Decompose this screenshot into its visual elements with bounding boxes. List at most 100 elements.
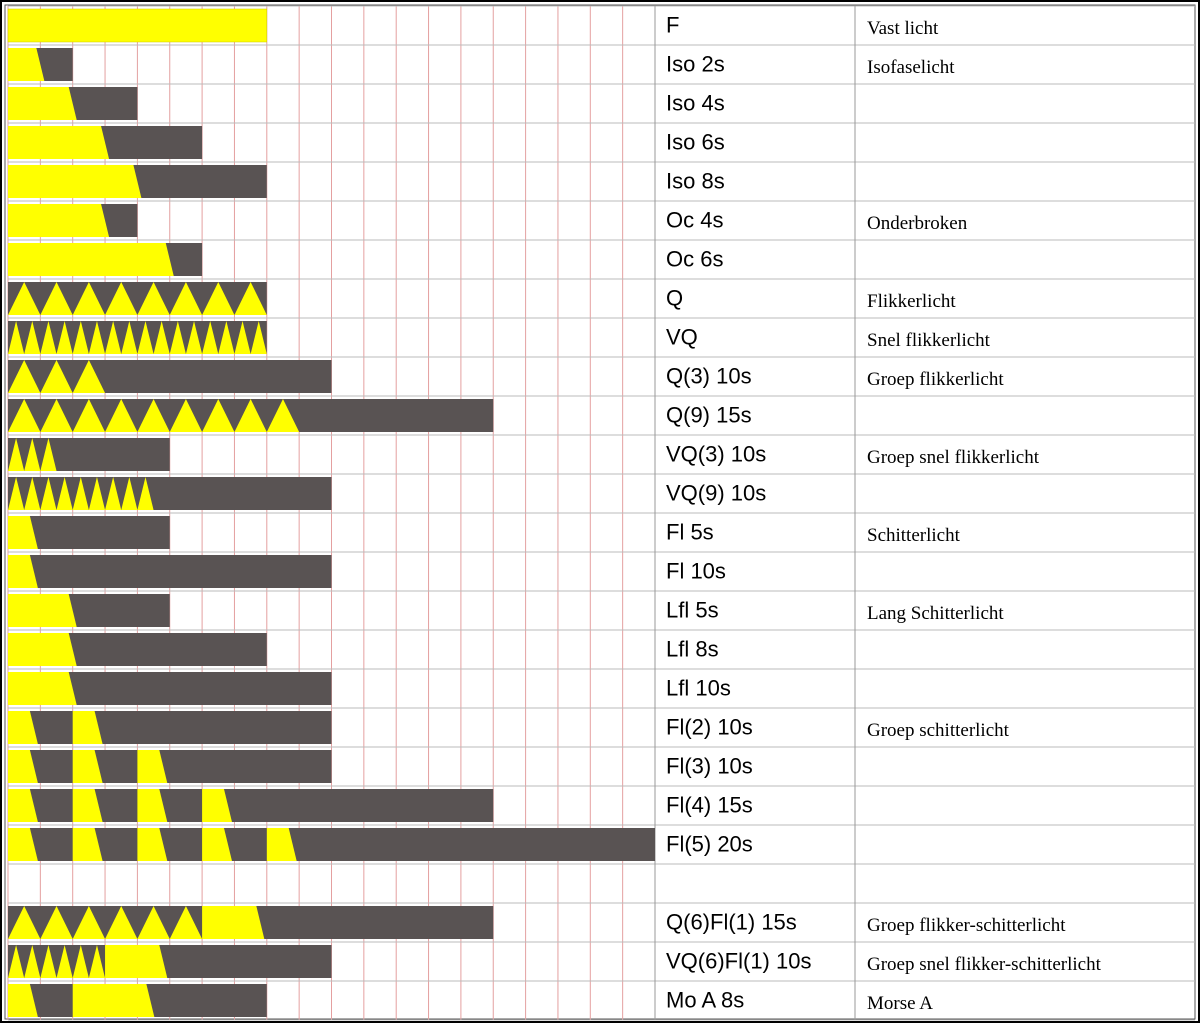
flash-triangle — [24, 945, 41, 978]
flash — [8, 243, 174, 276]
flash — [8, 633, 77, 666]
flash-triangle — [169, 399, 203, 432]
flash — [137, 828, 168, 861]
flash-triangle — [24, 438, 41, 471]
flash — [72, 750, 103, 783]
flash — [72, 828, 103, 861]
flash-triangle — [56, 477, 73, 510]
flash-triangle — [266, 399, 300, 432]
character-label: Q(6)Fl(1) 15s — [666, 909, 797, 934]
flash — [202, 789, 232, 822]
description: Morse A — [867, 993, 933, 1014]
flash-triangle — [72, 906, 106, 939]
flash-triangle — [56, 945, 73, 978]
character-label: Oc 6s — [666, 246, 723, 271]
flash-triangle — [202, 399, 235, 432]
flash — [8, 594, 77, 627]
flash — [8, 750, 38, 783]
flash-triangle — [185, 321, 203, 354]
character-label: Lfl 8s — [666, 636, 719, 661]
flash — [202, 906, 265, 939]
flash-triangle — [105, 906, 138, 939]
flash-triangle — [8, 477, 25, 510]
flash — [8, 984, 38, 1017]
texts: F Vast licht Iso 2s Isofaselicht Iso 4s Iso 6… — [666, 12, 1102, 1014]
character-label: Q(9) 15s — [666, 402, 752, 427]
character-label: F — [666, 12, 679, 37]
character-label: Fl 5s — [666, 519, 714, 544]
flash-triangle — [121, 477, 138, 510]
character-label: Q — [666, 285, 683, 310]
dark-period — [8, 945, 332, 978]
flash-triangle — [24, 477, 41, 510]
character-label: Lfl 5s — [666, 597, 719, 622]
patterns — [7, 8, 655, 1017]
description: Onderbroken — [867, 213, 968, 234]
description: Groep flikkerlicht — [867, 369, 1004, 390]
character-label: Lfl 10s — [666, 675, 731, 700]
flash-triangle — [88, 945, 106, 978]
character-label: VQ(6)Fl(1) 10s — [666, 948, 811, 973]
flash-triangle — [72, 399, 106, 432]
character-label: VQ — [666, 324, 698, 349]
dark-period — [8, 750, 332, 783]
flash-triangle — [72, 477, 89, 510]
flash-triangle — [40, 282, 73, 315]
dark-period — [8, 555, 332, 588]
character-label: Iso 4s — [666, 90, 725, 115]
flash-triangle — [250, 321, 267, 354]
flash-triangle — [72, 360, 106, 393]
flash-triangle — [169, 906, 203, 939]
dark-period — [8, 477, 332, 510]
character-label: VQ(3) 10s — [666, 441, 766, 466]
flash-triangle — [234, 321, 251, 354]
description: Groep snel flikker-schitterlicht — [867, 954, 1102, 975]
description: Schitterlicht — [867, 525, 961, 546]
character-label: Oc 4s — [666, 207, 723, 232]
flash-triangle — [40, 906, 73, 939]
flash-triangle — [40, 477, 57, 510]
flash — [137, 750, 168, 783]
flash-triangle — [88, 321, 106, 354]
flash-triangle — [8, 399, 41, 432]
flash — [8, 672, 77, 705]
flash-triangle — [202, 282, 235, 315]
flash — [8, 165, 142, 198]
flash-triangle — [218, 321, 235, 354]
flash — [202, 828, 232, 861]
flash-triangle — [72, 282, 106, 315]
character-label: Iso 6s — [666, 129, 725, 154]
character-label: Fl 10s — [666, 558, 726, 583]
flash-triangle — [40, 321, 57, 354]
character-label: Mo A 8s — [666, 987, 744, 1012]
dark-period — [8, 828, 655, 861]
character-label: Iso 8s — [666, 168, 725, 193]
flash-triangle — [234, 399, 267, 432]
flash-triangle — [137, 399, 170, 432]
flash-triangle — [56, 321, 73, 354]
flash-triangle — [169, 321, 186, 354]
flash-triangle — [137, 906, 170, 939]
flash — [8, 126, 110, 159]
flash-triangle — [40, 438, 57, 471]
description: Lang Schitterlicht — [867, 603, 1004, 624]
flash-triangle — [8, 906, 41, 939]
flash-triangle — [202, 321, 219, 354]
flash — [8, 204, 110, 237]
flash — [8, 711, 38, 744]
character-label: Fl(5) 20s — [666, 831, 753, 856]
flash-triangle — [88, 477, 106, 510]
description: Isofaselicht — [867, 57, 955, 78]
flash-triangle — [24, 321, 41, 354]
character-label: Fl(2) 10s — [666, 714, 753, 739]
character-label: Iso 2s — [666, 51, 725, 76]
flash — [72, 789, 103, 822]
flash-triangle — [40, 360, 73, 393]
inner-frame — [4, 4, 1196, 1020]
flash — [72, 984, 155, 1017]
flash-triangle — [8, 945, 25, 978]
character-label: Q(3) 10s — [666, 363, 752, 388]
flash-triangle — [8, 438, 25, 471]
flash — [8, 48, 45, 81]
